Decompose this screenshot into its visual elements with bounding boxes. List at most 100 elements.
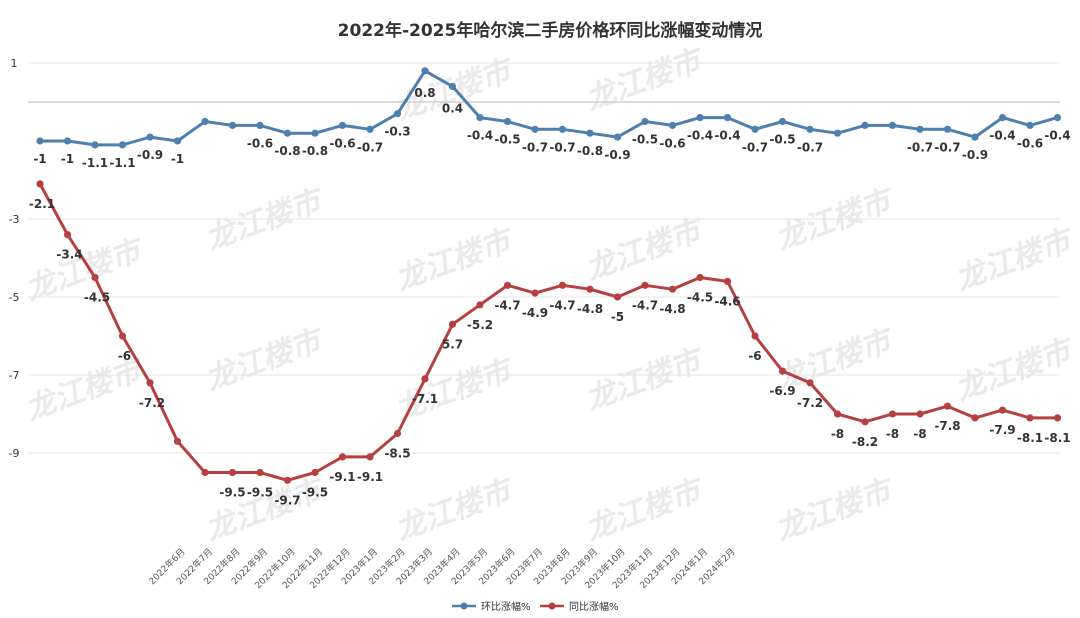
point-mom: [448, 82, 457, 90]
point-mom: [751, 125, 759, 133]
point-mom: [1026, 121, 1034, 129]
data-label-mom: -0.6: [659, 136, 685, 150]
point-yoy: [888, 410, 897, 418]
data-label-mom: -0.7: [522, 140, 548, 154]
point-mom: [888, 121, 897, 129]
point-mom: [63, 137, 72, 145]
data-label-yoy: -4.7: [494, 298, 520, 312]
point-yoy: [668, 285, 677, 293]
data-label-mom: -0.7: [934, 140, 960, 154]
watermark-text: 龙江楼市: [581, 42, 710, 118]
watermark-text: 龙江楼市: [581, 472, 710, 548]
data-label-yoy: -5.2: [467, 318, 493, 332]
point-yoy: [228, 468, 237, 477]
data-label-yoy: -4.5: [84, 291, 110, 305]
data-label-yoy: -7.2: [139, 396, 165, 410]
data-label-mom: -0.5: [632, 133, 658, 147]
point-yoy: [641, 281, 649, 289]
point-mom: [943, 125, 952, 133]
data-label-mom: -0.8: [274, 144, 300, 158]
data-label-yoy: -7.9: [989, 423, 1015, 437]
data-label-mom: -0.4: [989, 129, 1015, 143]
point-yoy: [943, 402, 952, 410]
legend: 环比涨幅% 同比涨幅%: [452, 600, 619, 613]
y-tick-label: -3: [9, 213, 20, 226]
point-mom: [366, 125, 374, 133]
point-yoy: [696, 273, 704, 282]
data-label-mom: 0.4: [442, 101, 463, 115]
data-label-yoy: -4.8: [659, 302, 685, 316]
y-tick-label: -5: [9, 291, 20, 304]
data-label-mom: -0.4: [1044, 129, 1070, 143]
point-mom: [91, 141, 99, 149]
data-label-yoy: -4.6: [714, 294, 740, 308]
data-label-mom: -0.4: [687, 129, 713, 143]
point-mom: [311, 129, 319, 137]
data-label-yoy: -6: [748, 349, 761, 363]
watermark-text: 龙江楼市: [391, 472, 520, 548]
point-mom: [283, 129, 292, 137]
data-label-yoy: -7.1: [412, 392, 438, 406]
point-yoy: [1026, 414, 1034, 422]
point-yoy: [421, 375, 429, 383]
point-mom: [833, 129, 842, 137]
series-line-yoy: [38, 183, 1058, 482]
point-yoy: [778, 367, 787, 375]
point-yoy: [256, 468, 264, 477]
point-yoy: [201, 468, 209, 477]
gridlines: [28, 62, 1060, 454]
point-mom: [228, 121, 237, 129]
data-label-yoy: -7.8: [934, 419, 960, 433]
point-yoy: [806, 379, 814, 387]
data-label-mom: -0.5: [769, 133, 795, 147]
watermark-text: 龙江楼市: [581, 212, 710, 288]
data-label-mom: -0.4: [714, 129, 740, 143]
data-label-mom: -0.7: [549, 140, 575, 154]
point-yoy: [91, 273, 99, 282]
watermark-text: 龙江楼市: [201, 472, 330, 548]
point-yoy: [503, 281, 512, 289]
point-mom: [393, 110, 402, 118]
point-yoy: [998, 406, 1007, 414]
point-yoy: [118, 332, 127, 340]
legend-marker-yoy: [548, 602, 556, 610]
point-mom: [641, 117, 649, 126]
data-label-yoy: -5: [611, 310, 624, 324]
point-mom: [723, 114, 732, 122]
point-yoy: [558, 281, 567, 289]
point-mom: [778, 117, 787, 126]
point-mom: [586, 129, 594, 137]
data-label-mom: -1.1: [82, 156, 108, 170]
point-yoy: [283, 476, 292, 484]
data-label-yoy: -8.1: [1044, 431, 1070, 445]
y-tick-label: -9: [9, 447, 20, 460]
point-mom: [1053, 114, 1062, 122]
point-mom: [146, 133, 154, 141]
watermark-text: 龙江楼市: [201, 322, 330, 398]
point-yoy: [861, 418, 869, 426]
data-label-yoy: -8.2: [852, 435, 878, 449]
data-label-yoy: -4.8: [577, 302, 603, 316]
point-mom: [558, 125, 567, 133]
data-label-yoy: -4.7: [632, 298, 658, 312]
data-label-yoy: -9.5: [247, 486, 273, 500]
data-label-mom: -0.8: [577, 144, 603, 158]
point-yoy: [146, 379, 154, 387]
legend-label-yoy: 同比涨幅%: [569, 600, 619, 613]
data-label-mom: -0.9: [962, 148, 988, 162]
data-label-yoy: -7.2: [797, 396, 823, 410]
x-axis-ticks: 2022年6月2022年7月2022年8月2022年9月2022年10月2022…: [146, 546, 737, 592]
watermark-text: 龙江楼市: [21, 352, 150, 428]
data-label-mom: -1: [171, 152, 184, 166]
point-yoy: [338, 453, 347, 461]
point-yoy: [63, 231, 72, 239]
data-label-yoy: -8: [913, 427, 926, 441]
point-mom: [118, 141, 127, 149]
data-label-mom: -1.1: [109, 156, 135, 170]
data-label-mom: -0.6: [329, 136, 355, 150]
point-mom: [338, 121, 347, 129]
data-label-yoy: -9.5: [219, 486, 245, 500]
data-label-yoy: -9.1: [329, 470, 355, 484]
point-yoy: [613, 293, 622, 301]
